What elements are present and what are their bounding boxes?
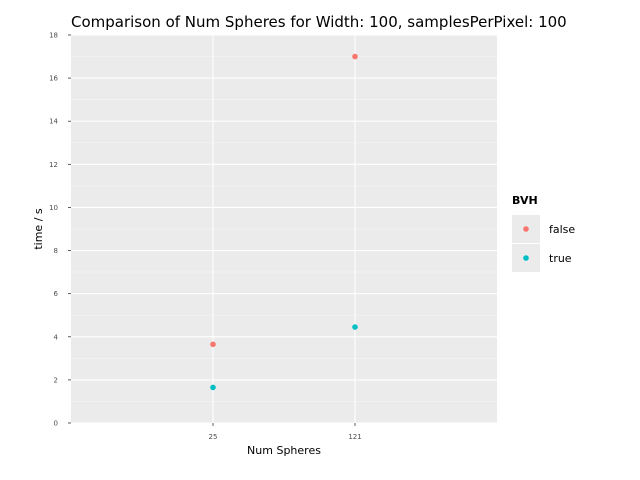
- y-tick-label: 10: [49, 204, 58, 212]
- y-axis-label: time / s: [32, 208, 45, 250]
- y-tick-label: 2: [54, 376, 58, 384]
- y-tick-label: 6: [54, 290, 59, 298]
- legend-label: false: [549, 223, 575, 236]
- legend-title: BVH: [512, 194, 538, 207]
- x-tick-label: 25: [209, 433, 218, 441]
- x-tick-label: 121: [348, 433, 361, 441]
- y-tick-label: 16: [49, 75, 58, 83]
- chart-title: Comparison of Num Spheres for Width: 100…: [71, 13, 567, 31]
- data-point-true: [352, 324, 358, 330]
- y-tick-label: 0: [54, 420, 58, 428]
- y-tick-label: 8: [54, 247, 58, 255]
- y-tick-label: 14: [49, 118, 58, 126]
- y-tick-label: 18: [49, 32, 58, 40]
- legend-label: true: [549, 252, 572, 265]
- x-axis-label: Num Spheres: [247, 444, 321, 457]
- legend-swatch: [523, 226, 529, 232]
- data-point-false: [352, 53, 358, 60]
- y-tick-label: 12: [49, 161, 58, 169]
- data-point-true: [210, 384, 216, 391]
- data-point-false: [210, 341, 216, 348]
- legend-swatch: [523, 255, 529, 261]
- legend: BVH false true: [512, 194, 575, 272]
- y-tick-label: 4: [54, 333, 59, 341]
